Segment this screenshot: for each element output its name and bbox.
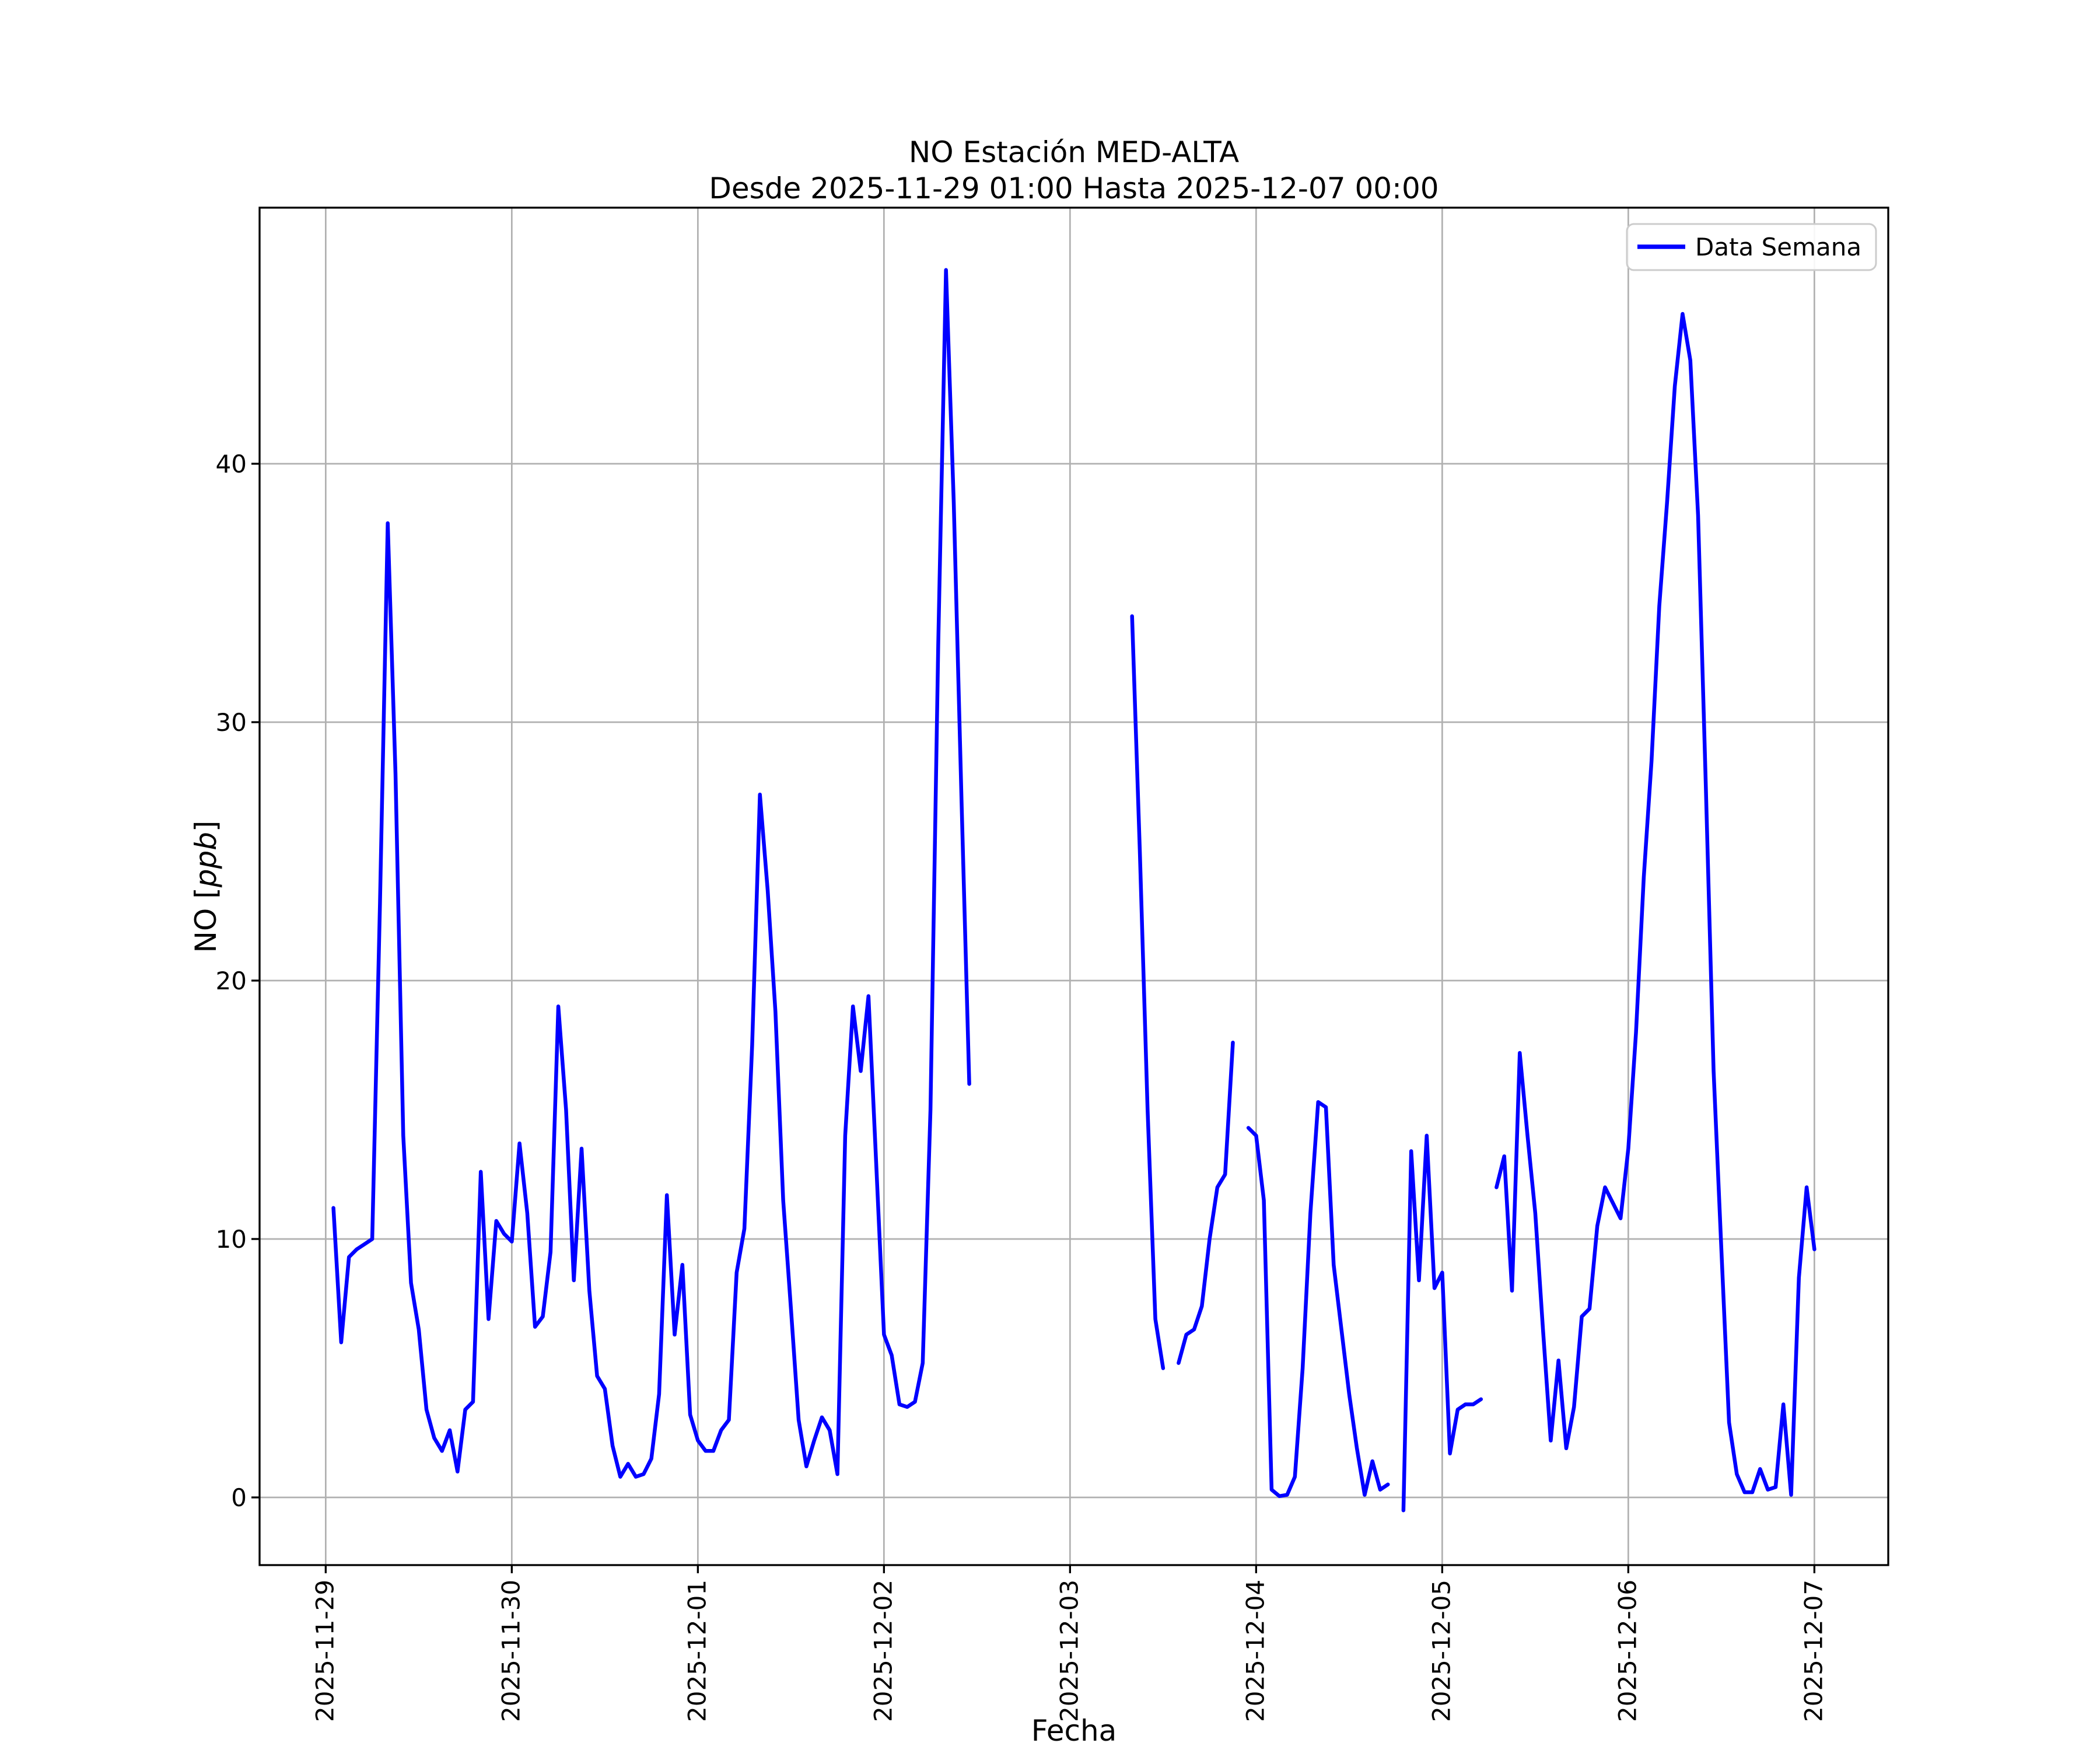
y-tick-label: 20 bbox=[216, 967, 247, 995]
x-tick-label: 2025-12-05 bbox=[1427, 1580, 1455, 1722]
y-tick-label: 10 bbox=[216, 1225, 247, 1254]
x-tick-label: 2025-12-04 bbox=[1241, 1580, 1269, 1722]
plot-border bbox=[258, 206, 1889, 1566]
legend: Data Semana bbox=[1626, 223, 1877, 271]
y-axis-label-unit: ppb bbox=[189, 832, 223, 888]
x-tick-label: 2025-12-06 bbox=[1613, 1580, 1642, 1722]
y-axis-label-suffix: ] bbox=[189, 821, 223, 832]
series-line bbox=[1177, 1041, 1235, 1365]
y-tick-label: 30 bbox=[216, 708, 247, 737]
series-line bbox=[1401, 1133, 1483, 1513]
x-tick-label: 2025-12-02 bbox=[869, 1580, 897, 1722]
y-axis-label: NO [ppb] bbox=[189, 821, 223, 953]
gridlines bbox=[260, 208, 1888, 1565]
x-tick-label: 2025-12-07 bbox=[1799, 1580, 1828, 1722]
series-line bbox=[1130, 614, 1166, 1370]
data-series bbox=[331, 268, 1817, 1513]
x-tick-label: 2025-12-01 bbox=[682, 1580, 711, 1722]
chart-subtitle: Desde 2025-11-29 01:00 Hasta 2025-12-07 … bbox=[709, 172, 1438, 205]
x-tick-labels: 2025-11-29 2025-11-30 2025-12-01 2025-12-02… bbox=[310, 1580, 1828, 1722]
y-tick-label: 40 bbox=[216, 450, 247, 478]
x-tick-label: 2025-12-03 bbox=[1055, 1580, 1083, 1722]
chart-title: NO Estación MED-ALTA bbox=[909, 135, 1239, 169]
series-line bbox=[331, 268, 971, 1479]
legend-box bbox=[1626, 223, 1877, 271]
y-tick-label: 0 bbox=[231, 1483, 247, 1512]
legend-label: Data Semana bbox=[1695, 233, 1861, 261]
axis-ticks bbox=[251, 463, 1816, 1573]
x-tick-label: 2025-11-29 bbox=[310, 1580, 339, 1722]
x-tick-label: 2025-11-30 bbox=[496, 1580, 525, 1722]
series-line bbox=[1246, 1100, 1390, 1499]
y-axis-label-prefix: NO [ bbox=[189, 887, 223, 953]
y-tick-labels: 0 10 20 30 40 bbox=[216, 450, 247, 1512]
x-axis-label: Fecha bbox=[1031, 1714, 1117, 1748]
series-line bbox=[1494, 312, 1817, 1497]
